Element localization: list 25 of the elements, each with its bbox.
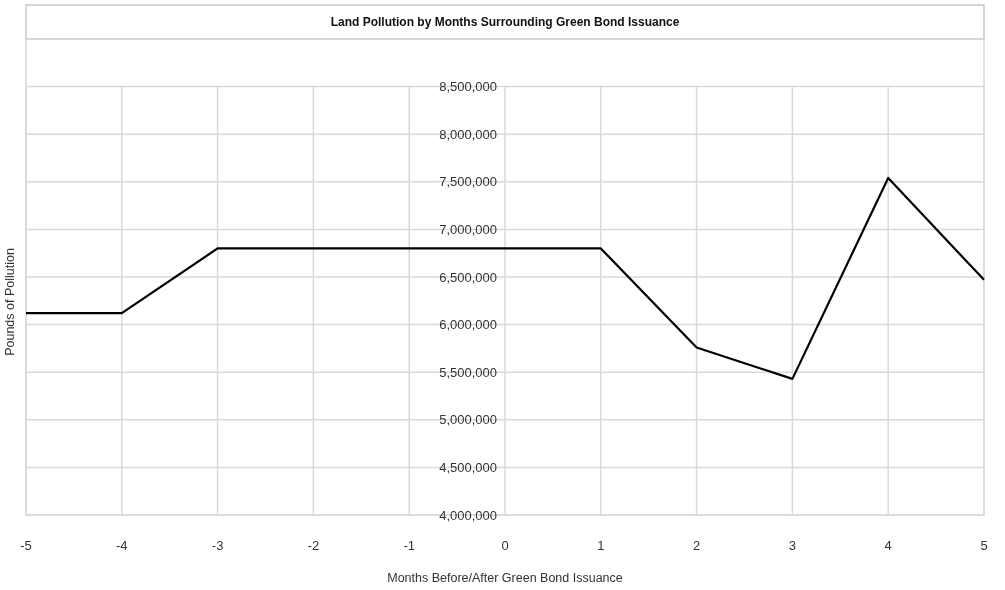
x-tick-label: 3 — [788, 538, 797, 553]
x-axis-title: Months Before/After Green Bond Issuance — [387, 571, 623, 585]
x-tick-label: 5 — [980, 538, 988, 553]
chart-title: Land Pollution by Months Surrounding Green Bond Issuance — [330, 15, 680, 29]
x-tick-label: -5 — [20, 538, 32, 553]
y-tick-label: 5,000,000 — [439, 412, 497, 428]
y-axis-title: Pounds of Pollution — [3, 248, 17, 356]
y-tick-label: 7,000,000 — [439, 221, 497, 237]
x-tick-label: -4 — [116, 538, 128, 553]
y-tick-label: 8,500,000 — [439, 79, 497, 95]
x-tick-label: -2 — [307, 538, 320, 553]
line-series — [24, 176, 986, 380]
y-tick-label: 6,000,000 — [439, 317, 497, 333]
y-tick-label: 5,500,000 — [439, 364, 497, 380]
x-tick-label: -3 — [211, 538, 224, 553]
x-tick-label: 4 — [884, 538, 892, 553]
x-tick-label: 0 — [501, 538, 509, 553]
x-tick-label: 1 — [597, 538, 605, 553]
y-tick-label: 8,000,000 — [439, 126, 497, 142]
y-tick-label: 6,500,000 — [439, 269, 497, 285]
y-tick-label: 4,000,000 — [439, 507, 497, 523]
x-tick-label: -1 — [403, 538, 415, 553]
y-tick-label: 7,500,000 — [439, 174, 497, 190]
x-tick-label: 2 — [692, 538, 701, 553]
y-tick-label: 4,500,000 — [439, 459, 497, 475]
